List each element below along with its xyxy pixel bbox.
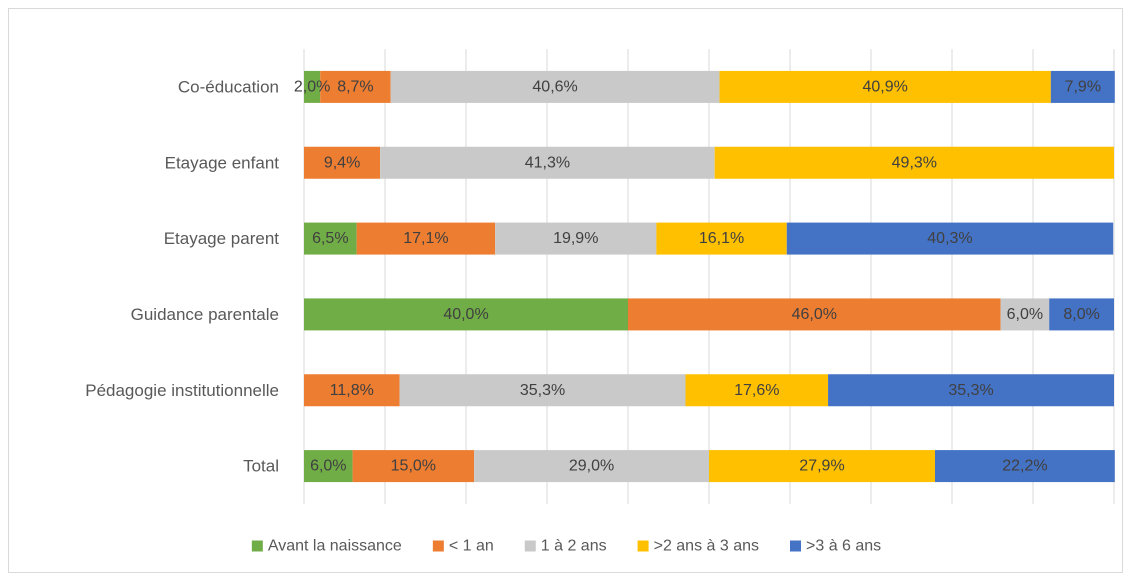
data-label: 40,3% <box>927 230 972 247</box>
bar-segment <box>304 146 381 179</box>
category-label: Etayage enfant <box>165 153 280 172</box>
stacked-bar-chart: Co-éducation Etayage enfant Etayage parent… <box>85 49 1115 555</box>
data-label: 17,1% <box>403 230 448 247</box>
legend: Avant la naissance < 1 an 1 à 2 ans >2 ans … <box>251 538 881 555</box>
legend-label: >2 ans à 3 ans <box>654 538 759 555</box>
legend-swatch <box>790 540 802 552</box>
gridlines <box>303 49 1115 504</box>
data-labels: 2,0% 8,7% 40,6% 40,9% 7,9% 9,4% 41,3% 49,3% 6,5%… <box>294 78 1101 474</box>
bar-segment <box>656 222 787 255</box>
legend-swatch <box>251 540 263 552</box>
category-labels: Co-éducation Etayage enfant Etayage parent… <box>85 77 279 475</box>
bar-segment <box>304 298 628 331</box>
data-label: 35,3% <box>520 382 565 399</box>
bar-segment <box>399 374 686 407</box>
bar-segment <box>934 450 1115 483</box>
data-label: 7,9% <box>1065 78 1101 95</box>
data-label: 27,9% <box>799 458 844 475</box>
data-label: 15,0% <box>391 458 436 475</box>
bar-segment <box>352 450 475 483</box>
bar-segment <box>786 222 1114 255</box>
data-label: 46,0% <box>792 306 837 323</box>
legend-label: Avant la naissance <box>268 538 402 555</box>
data-label: 9,4% <box>324 154 360 171</box>
bar-segment <box>828 374 1114 407</box>
legend-swatch <box>432 540 444 552</box>
bar-segment <box>495 222 657 255</box>
bar-segment <box>304 374 400 407</box>
bar-segment <box>356 222 496 255</box>
data-label: 17,6% <box>734 382 779 399</box>
data-label: 8,0% <box>1063 306 1099 323</box>
data-label: 40,9% <box>862 78 907 95</box>
data-label: 41,3% <box>525 154 570 171</box>
bar-segment <box>714 146 1114 179</box>
bar-segment <box>719 70 1051 103</box>
bar-segment <box>320 70 391 103</box>
data-label: 6,0% <box>1007 306 1043 323</box>
legend-swatch <box>637 540 649 552</box>
bar-segment <box>380 146 715 179</box>
chart-frame: Co-éducation Etayage enfant Etayage parent… <box>8 8 1123 573</box>
bar-segment <box>1050 70 1115 103</box>
bar-segment <box>304 222 357 255</box>
category-label: Total <box>243 457 279 476</box>
data-label: 29,0% <box>569 458 614 475</box>
bar-segment <box>304 450 353 483</box>
data-label: 6,5% <box>312 230 348 247</box>
data-label: 16,1% <box>699 230 744 247</box>
legend-swatch <box>524 540 536 552</box>
bars <box>304 70 1115 483</box>
category-label: Co-éducation <box>178 77 279 96</box>
data-label: 40,0% <box>443 306 488 323</box>
data-label: 2,0% <box>294 78 330 95</box>
bar-segment <box>390 70 720 103</box>
bar-segment <box>304 70 321 103</box>
data-label: 11,8% <box>330 382 374 399</box>
data-label: 49,3% <box>892 154 937 171</box>
data-label: 19,9% <box>553 230 598 247</box>
category-label: Etayage parent <box>164 229 280 248</box>
bar-segment <box>474 450 709 483</box>
data-label: 40,6% <box>532 78 577 95</box>
legend-label: 1 à 2 ans <box>541 538 607 555</box>
bar-segment <box>1049 298 1114 331</box>
legend-label: >3 à 6 ans <box>806 538 881 555</box>
bar-segment <box>1000 298 1050 331</box>
bar-segment <box>685 374 829 407</box>
data-label: 6,0% <box>310 458 346 475</box>
legend-label: < 1 an <box>449 538 494 555</box>
data-label: 35,3% <box>948 382 993 399</box>
category-label: Pédagogie institutionnelle <box>85 381 279 400</box>
data-label: 8,7% <box>337 78 373 95</box>
bar-segment <box>628 298 1001 331</box>
data-label: 22,2% <box>1002 458 1047 475</box>
bar-segment <box>709 450 935 483</box>
category-label: Guidance parentale <box>131 305 279 324</box>
